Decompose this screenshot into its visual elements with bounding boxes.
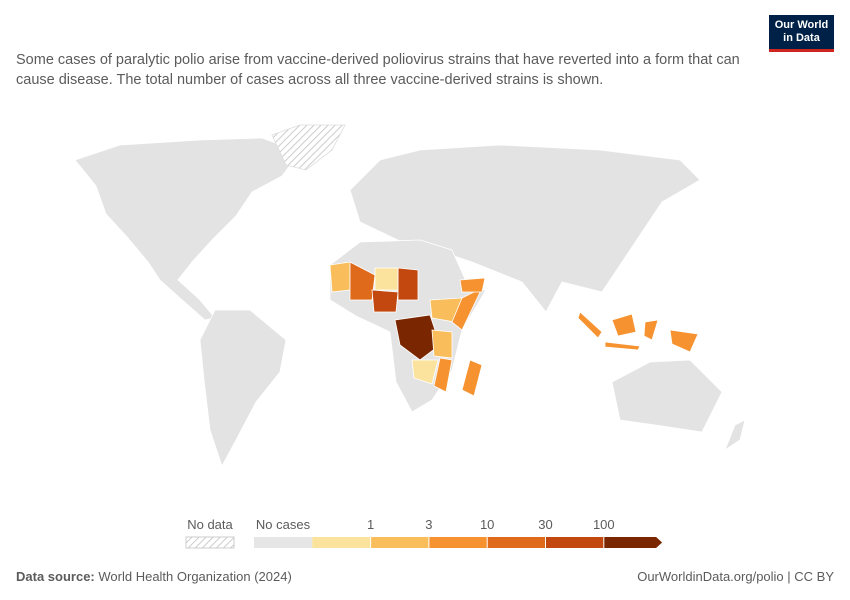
legend-swatch[interactable] (185, 536, 235, 549)
link[interactable]: OurWorldinData.org/polio | CC BY (637, 569, 834, 584)
yemen[interactable] (459, 277, 486, 293)
source: Data source: World Health Organization (… (16, 569, 292, 584)
west-africa[interactable] (329, 261, 351, 293)
logo[interactable]: Our World in Data (769, 15, 834, 52)
madagascar[interactable] (461, 359, 483, 397)
papua[interactable] (669, 329, 699, 353)
indonesia-java[interactable] (604, 341, 641, 351)
legend-swatch (312, 537, 371, 548)
zambia[interactable] (411, 359, 439, 385)
source-label: Data source: (16, 569, 95, 584)
legend-tick-label: 100 (593, 517, 615, 532)
countries (74, 124, 746, 468)
legend-swatch (254, 537, 313, 548)
mozambique[interactable] (433, 357, 453, 393)
source-text: World Health Organization (2024) (98, 569, 292, 584)
logo-line: in Data (783, 32, 820, 44)
niger[interactable] (374, 267, 399, 291)
legend-swatch (370, 537, 429, 548)
indonesia-sumatra[interactable] (577, 311, 603, 339)
legend-tick-label: 30 (538, 517, 552, 532)
logo-line: Our World (774, 19, 829, 31)
legend-label: No data (187, 517, 233, 532)
legend-tick-label: 1 (367, 517, 374, 532)
legend-tick-label: 3 (425, 517, 432, 532)
legend-swatch (603, 537, 663, 548)
subtitle: Some cases of paralytic polio arise from… (16, 52, 740, 88)
mali[interactable] (349, 261, 376, 301)
chad[interactable] (397, 267, 419, 301)
australia[interactable] (611, 359, 723, 433)
legend: No data No cases 1 3 10 30 100 (185, 517, 663, 549)
indonesia-sulawesi[interactable] (643, 319, 659, 341)
eurasia[interactable] (349, 144, 701, 313)
nigeria[interactable] (371, 289, 399, 313)
legend-tick-label: 10 (480, 517, 494, 532)
greenland[interactable] (271, 124, 346, 171)
drc[interactable] (394, 314, 441, 361)
indonesia-borneo[interactable] (611, 313, 637, 337)
legend-label: No cases (256, 517, 311, 532)
legend-swatch (428, 537, 488, 548)
legend-swatch (545, 537, 604, 548)
tanzania[interactable] (431, 329, 453, 359)
new-zealand[interactable] (724, 419, 746, 452)
north-america[interactable] (74, 137, 301, 321)
legend-swatch (487, 537, 546, 548)
south-america[interactable] (199, 309, 287, 468)
